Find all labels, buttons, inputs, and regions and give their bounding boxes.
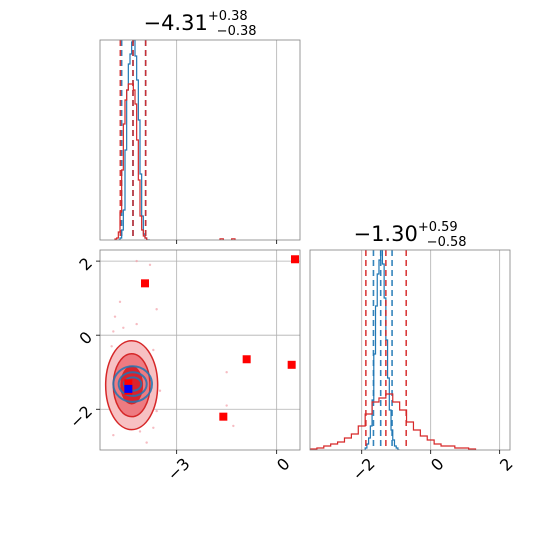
top-left-title-value: −4.31 [143,11,207,35]
faint-sample-point [152,426,155,429]
faint-sample-point [112,433,115,437]
faint-sample-point [112,330,115,333]
red-square-marker [242,355,251,364]
red-histogram-outlier-bin [219,238,224,240]
faint-sample-point [135,322,138,326]
bottom-right-title: −1.30+0.59 −0.58 [353,220,466,250]
bottom-left-xticks: −3 0 [164,450,294,484]
red-square-marker [219,412,228,421]
top-left-axes-frame [99,39,301,241]
red-square-marker [291,255,299,264]
red-square-marker [124,379,133,388]
faint-sample-point [122,326,125,329]
bottom-right-xticks: −2 0 2 [349,450,517,484]
x-tick-label: 2 [496,454,517,475]
y-tick-label: 2 [75,254,96,275]
blue-contour-level [123,376,143,392]
faint-sample-point [152,348,155,352]
bottom-left-scatter [104,255,299,444]
faint-sample-point [155,409,158,413]
faint-sample-point [232,424,235,428]
bottom-right-axes-bg [310,250,510,450]
bottom-right-axes-frame [309,249,511,451]
faint-sample-point [118,300,122,304]
top-left-panel: −4.31+0.38 −0.38 [99,9,301,244]
faint-sample-point [145,441,148,444]
blue-square-marker [124,384,133,393]
faint-sample-point [225,371,228,374]
faint-sample-point [225,404,228,407]
red-histogram-step [310,393,477,450]
faint-sample-point [155,308,158,311]
top-left-title-sub: −0.38 [217,24,257,39]
red-histogram-outlier-bin [231,238,236,240]
bottom-right-title-sub: −0.58 [427,235,467,250]
top-left-title-sup: +0.38 [208,9,248,24]
top-left-title: −4.31+0.38 −0.38 [143,9,256,39]
bottom-right-title-value: −1.30 [353,222,417,246]
red-square-marker [287,360,296,369]
red-square-marker [141,279,149,288]
faint-sample-point [135,259,138,263]
faint-sample-point [138,430,142,433]
bottom-left-axes-frame [99,249,301,451]
top-left-axes-bg [100,40,300,240]
faint-sample-point [113,315,117,318]
x-tick-label: 0 [273,454,294,475]
top-left-histograms [114,40,236,240]
faint-sample-point [148,263,152,267]
x-tick-label: 0 [427,454,448,475]
faint-sample-point [158,389,162,392]
bottom-right-grid [361,250,501,450]
y-tick-label: −2 [66,402,96,432]
bottom-left-panel: −3 0 −2 0 2 [66,249,301,484]
blue-contour-level [117,371,148,397]
faint-sample-point [110,345,113,348]
top-left-xticks [176,240,278,244]
x-tick-label: −2 [349,454,379,484]
x-tick-label: −3 [164,454,194,484]
bottom-left-yticks: −2 0 2 [66,254,100,432]
blue-contour-level [112,365,154,403]
bottom-right-panel: −2 0 2 −1.30+0.59 −0.58 [309,220,517,484]
blue-histogram-step [364,250,400,450]
bottom-left-grid [100,250,300,450]
bottom-right-histograms [310,250,477,450]
bottom-right-title-sup: +0.59 [418,220,458,235]
y-tick-label: 0 [75,328,96,349]
top-left-grid [176,40,278,240]
